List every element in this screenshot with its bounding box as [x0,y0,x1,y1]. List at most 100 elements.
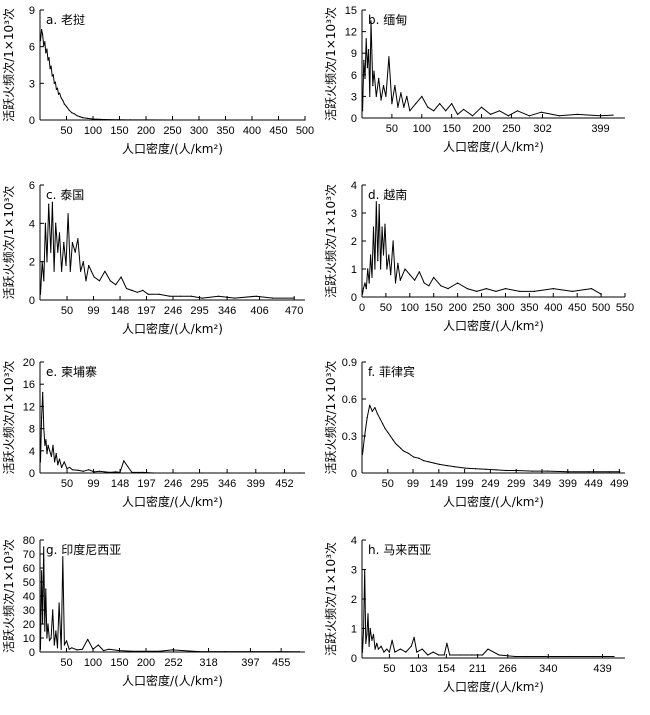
data-point [368,282,370,284]
data-point [427,106,429,108]
data-point [171,119,174,121]
data-point [576,113,578,115]
data-point [364,568,366,571]
data-point [67,213,69,215]
x-tick-label: 450 [568,302,586,314]
series-line [362,569,614,657]
x-tick-label: 197 [137,478,155,490]
data-point [118,650,121,652]
data-point [69,466,71,468]
data-point [460,654,462,656]
x-axis-label: 人口密度/(人/km²) [122,494,223,509]
x-tick-label: 150 [110,657,128,669]
data-point [43,280,45,282]
y-tick-label: 0 [351,292,357,304]
data-point [174,472,176,474]
data-point [472,115,474,117]
data-point [433,276,435,278]
data-point [97,644,99,646]
x-tick-label: 295 [190,305,208,317]
data-point [43,546,45,548]
data-point [531,470,533,472]
data-point [39,293,42,295]
data-point [438,654,440,656]
data-point [547,655,549,658]
data-point [108,648,110,650]
data-point [39,461,42,463]
data-point [56,87,59,89]
data-point [451,103,453,105]
data-point [85,280,87,282]
data-point [418,457,420,459]
y-tick-label: 9 [351,48,357,60]
y-tick-label: 20 [23,619,35,631]
y-tick-label: 12 [345,27,357,39]
data-point [423,282,425,284]
data-point [73,113,76,115]
data-point [386,648,388,650]
x-tick-label: 99 [407,478,419,490]
y-tick-label: 12 [23,401,35,413]
data-point [58,232,61,234]
y-tick-label: 2 [351,236,357,248]
data-point [46,453,48,455]
data-point [363,59,365,62]
x-tick-label: 250 [472,302,490,314]
data-point [60,648,62,650]
data-point [109,280,111,282]
data-point [447,288,449,290]
x-axis-label: 人口密度/(人/km²) [122,673,223,688]
data-point [384,428,386,430]
y-tick-label: 0.3 [342,431,357,443]
y-tick-label: 6 [29,180,35,192]
data-point [48,203,50,205]
data-point [158,293,160,295]
data-point [438,463,440,465]
x-tick-label: 439 [593,663,611,675]
data-point [145,650,147,652]
y-tick-label: 8 [29,424,35,436]
data-point [368,645,370,647]
x-tick-label: 148 [111,478,129,490]
data-point [98,470,101,472]
panel-title: f. 菲律宾 [368,364,415,379]
data-point [487,648,489,650]
panel-title: d. 越南 [368,187,407,202]
data-point [119,471,121,473]
data-point [66,468,68,470]
chart-panel-5: 0 0.3 0.6 0.9 50 99 149 199 249 299 349 399 449 499 f.… [324,357,629,509]
data-point [115,471,117,473]
data-point [366,67,368,69]
data-point [47,623,49,625]
data-point [228,472,230,474]
data-point [533,290,535,292]
y-tick-label: 0 [351,653,357,665]
data-point [76,649,78,651]
data-point [476,290,478,292]
y-tick-label: 2 [351,594,357,606]
y-tick-label: 4 [351,180,357,192]
data-point [56,647,59,649]
data-point [87,117,89,119]
data-point [547,470,549,472]
data-point [48,57,50,59]
data-point [446,465,448,467]
data-point [368,49,370,51]
y-tick-label: 4 [29,218,35,230]
data-point [80,270,82,272]
x-tick-label: 150 [110,125,128,137]
y-axis-label: 活跃火频次/1×10³次 [324,184,338,298]
data-point [71,112,73,114]
data-point [394,282,397,284]
data-point [371,639,373,641]
data-point [42,33,44,36]
data-point [466,288,468,290]
data-point [147,293,149,295]
data-point [418,271,420,273]
data-point [365,642,367,644]
y-tick-label: 6 [29,42,35,54]
data-point [50,251,52,253]
data-point [371,410,373,412]
data-point [81,648,83,650]
